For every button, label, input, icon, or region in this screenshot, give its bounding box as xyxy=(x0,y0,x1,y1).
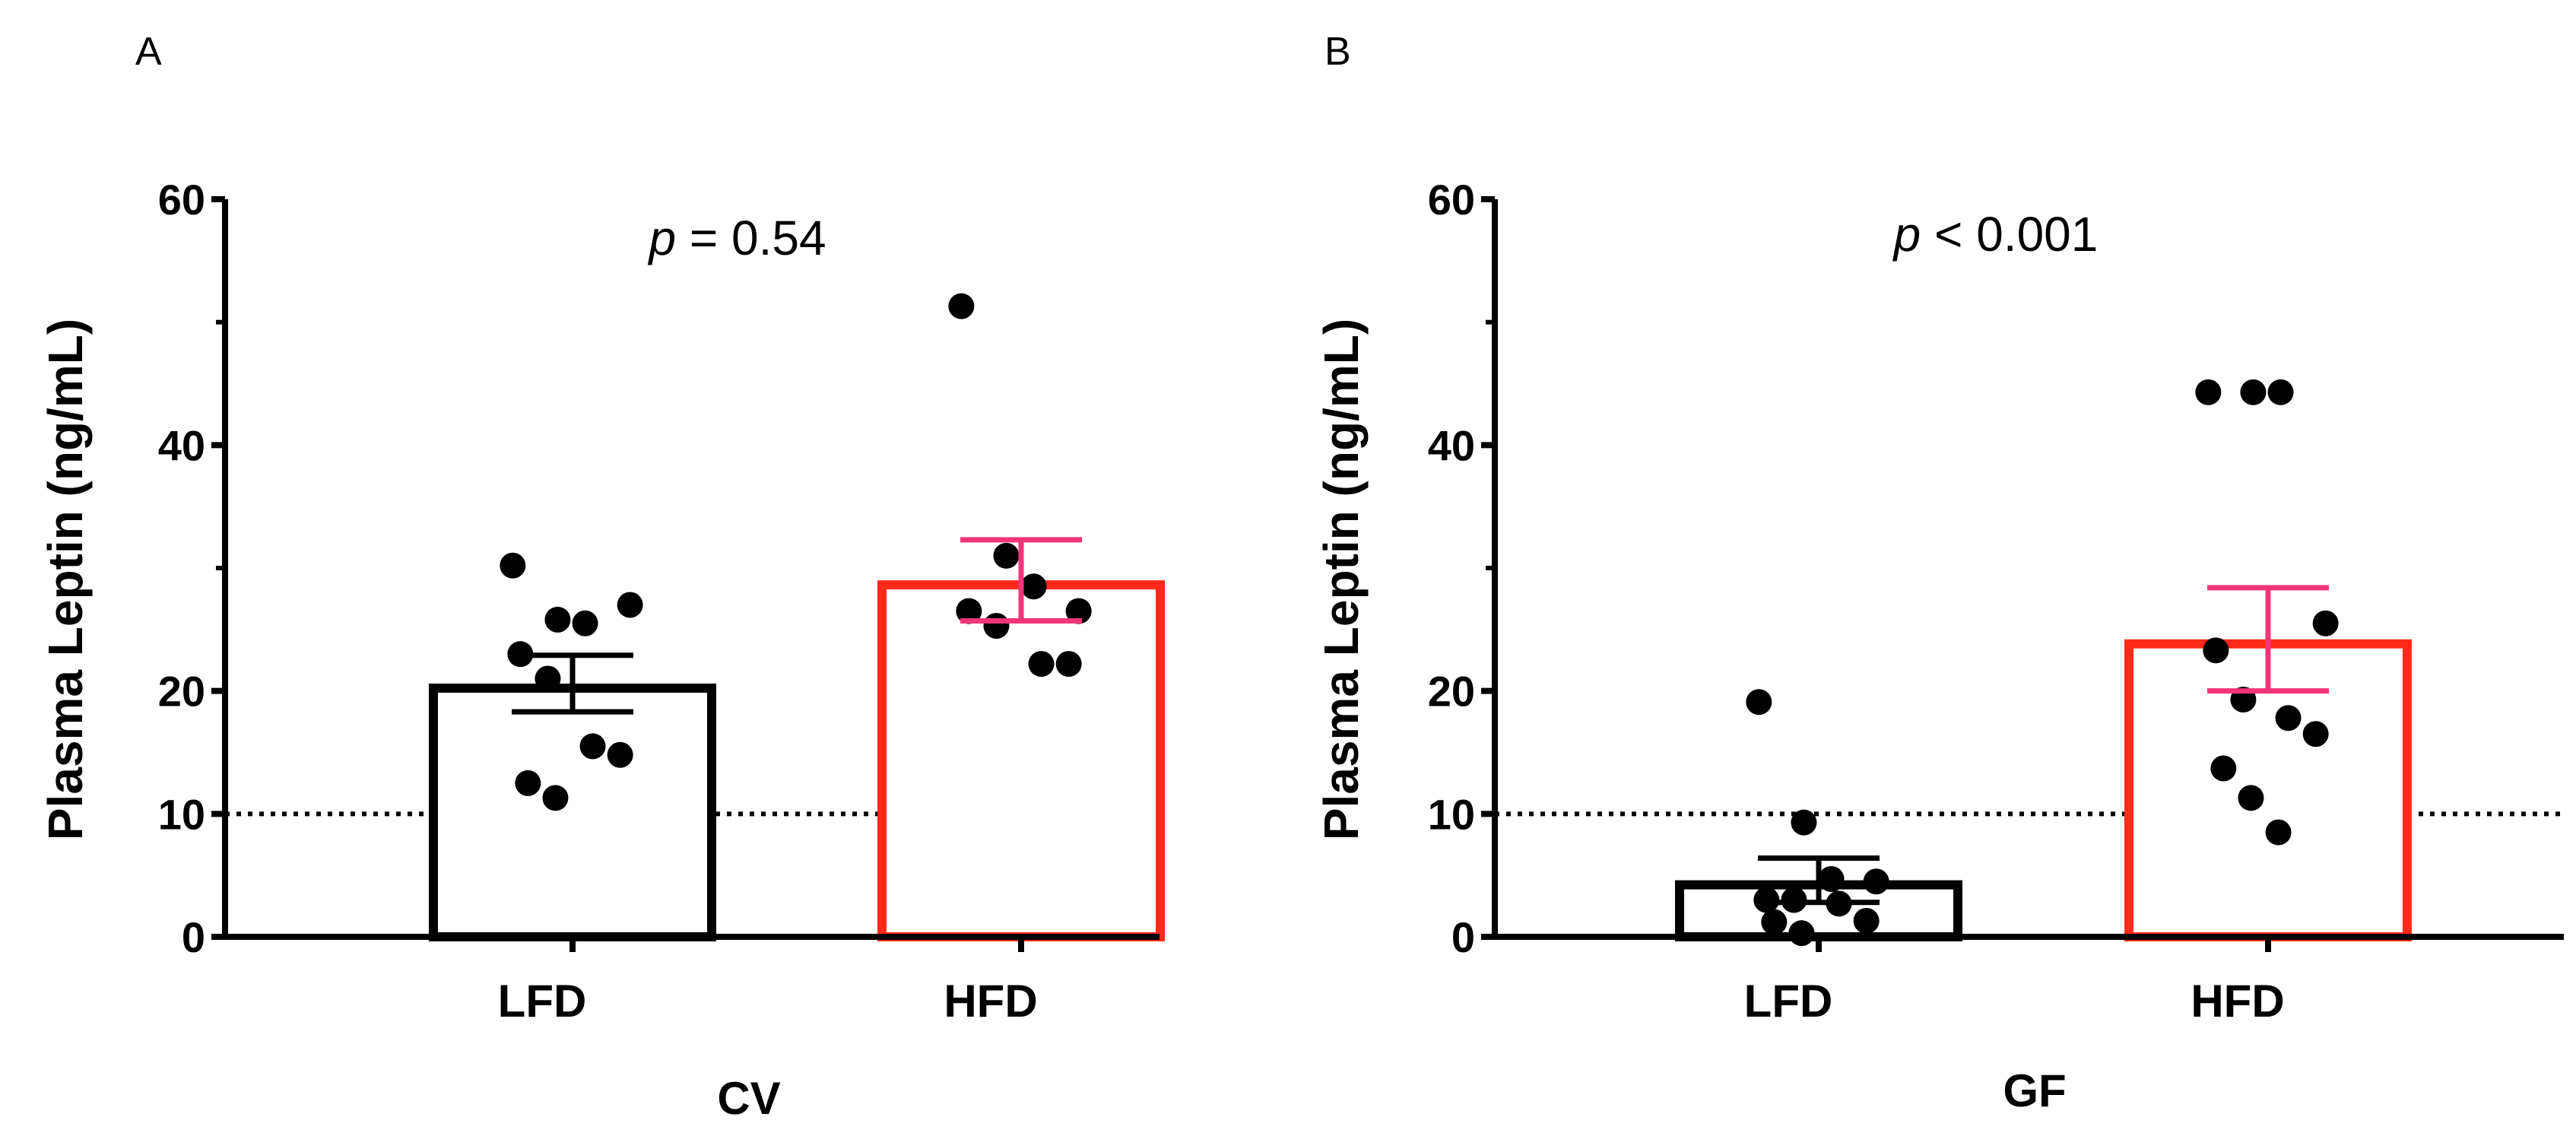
panel-b-point-hfd xyxy=(2203,637,2229,664)
panel-a-x-tick-label-lfd: LFD xyxy=(498,976,587,1027)
panel-b-x-tick-label-hfd: HFD xyxy=(2191,976,2284,1027)
panel-b: B Plasma Leptin (ng/mL) GF p < 0.001 0 10… xyxy=(1314,30,2564,1116)
panel-b-y-axis-title: Plasma Leptin (ng/mL) xyxy=(1314,319,1369,840)
panel-a-point-lfd xyxy=(544,606,571,633)
panel-a-point-hfd xyxy=(983,612,1010,639)
panel-a-point-hfd xyxy=(948,293,975,319)
panel-a-point-lfd xyxy=(542,785,569,811)
panel-a-point-hfd xyxy=(1020,573,1047,600)
panel-b-plot-area: 0 10 20 40 60 LFD HFD xyxy=(1428,176,2564,1027)
panel-a-x-tick-label-hfd: HFD xyxy=(944,976,1037,1027)
panel-b-y-tick-label: 60 xyxy=(1428,176,1475,224)
panel-b-point-hfd xyxy=(2312,610,2339,636)
panel-a-point-lfd xyxy=(535,665,561,692)
panel-a-y-tick-label: 20 xyxy=(158,668,205,716)
panel-b-point-lfd xyxy=(1853,907,1880,934)
panel-b-point-lfd xyxy=(1788,920,1815,947)
panel-b-x-tick-label-lfd: LFD xyxy=(1744,976,1833,1027)
panel-a-point-hfd xyxy=(1028,651,1055,678)
panel-a-point-hfd xyxy=(1055,651,1082,678)
panel-b-point-hfd xyxy=(2210,755,2237,782)
panel-a-y-axis-title: Plasma Leptin (ng/mL) xyxy=(38,319,93,840)
panel-a-bar-hfd xyxy=(877,580,1165,942)
panel-a-point-hfd xyxy=(993,542,1020,569)
panel-b-point-hfd xyxy=(2195,379,2222,405)
panel-a-x-group-label: CV xyxy=(717,1073,780,1124)
panel-b-point-hfd xyxy=(2265,819,2292,846)
panel-a-point-lfd xyxy=(572,610,598,636)
panel-b-label: B xyxy=(1324,30,1351,74)
panel-a-y-tick-label: 40 xyxy=(158,421,205,469)
panel-b-x-group-label: GF xyxy=(2003,1065,2066,1116)
panel-b-y-tick-label: 0 xyxy=(1451,913,1475,961)
panel-b-y-tick-label: 10 xyxy=(1428,790,1475,838)
panel-a-bar-lfd xyxy=(429,683,716,941)
panel-a-point-lfd xyxy=(579,733,606,760)
panel-a-point-lfd xyxy=(607,741,633,768)
panel-b-y-tick-label: 40 xyxy=(1428,421,1475,469)
panel-b-point-hfd xyxy=(2275,705,2302,732)
panel-b-p-value: p < 0.001 xyxy=(1892,207,2099,262)
panel-a-point-lfd xyxy=(515,770,541,796)
panel-b-point-lfd xyxy=(1818,866,1845,893)
panel-a-y-tick-label: 60 xyxy=(158,176,205,224)
panel-b-point-lfd xyxy=(1863,868,1889,895)
panel-b-point-hfd xyxy=(2267,379,2294,405)
panel-a-label: A xyxy=(135,30,162,74)
panel-b-point-hfd xyxy=(2240,379,2267,405)
panel-a-p-value: p = 0.54 xyxy=(647,211,826,265)
panel-b-y-tick-label: 20 xyxy=(1428,668,1475,716)
panel-a-point-lfd xyxy=(617,592,643,618)
panel-b-point-lfd xyxy=(1746,689,1772,716)
panel-b-point-lfd xyxy=(1761,909,1788,935)
panel-b-point-hfd xyxy=(2302,721,2329,747)
panel-a-point-hfd xyxy=(1065,598,1092,624)
panel-b-point-lfd xyxy=(1791,809,1817,836)
panel-a-point-lfd xyxy=(500,552,526,579)
panel-a-plot-area: 0 10 20 40 60 LFD HFD xyxy=(158,176,1165,1027)
panel-a-y-tick-label: 10 xyxy=(158,790,205,838)
panel-b-point-hfd xyxy=(2238,785,2264,811)
panel-a: A Plasma Leptin (ng/mL) CV p = 0.54 0 10 2… xyxy=(38,30,1165,1124)
panel-a-y-tick-label: 0 xyxy=(182,913,205,961)
panel-a-point-hfd xyxy=(956,598,982,624)
